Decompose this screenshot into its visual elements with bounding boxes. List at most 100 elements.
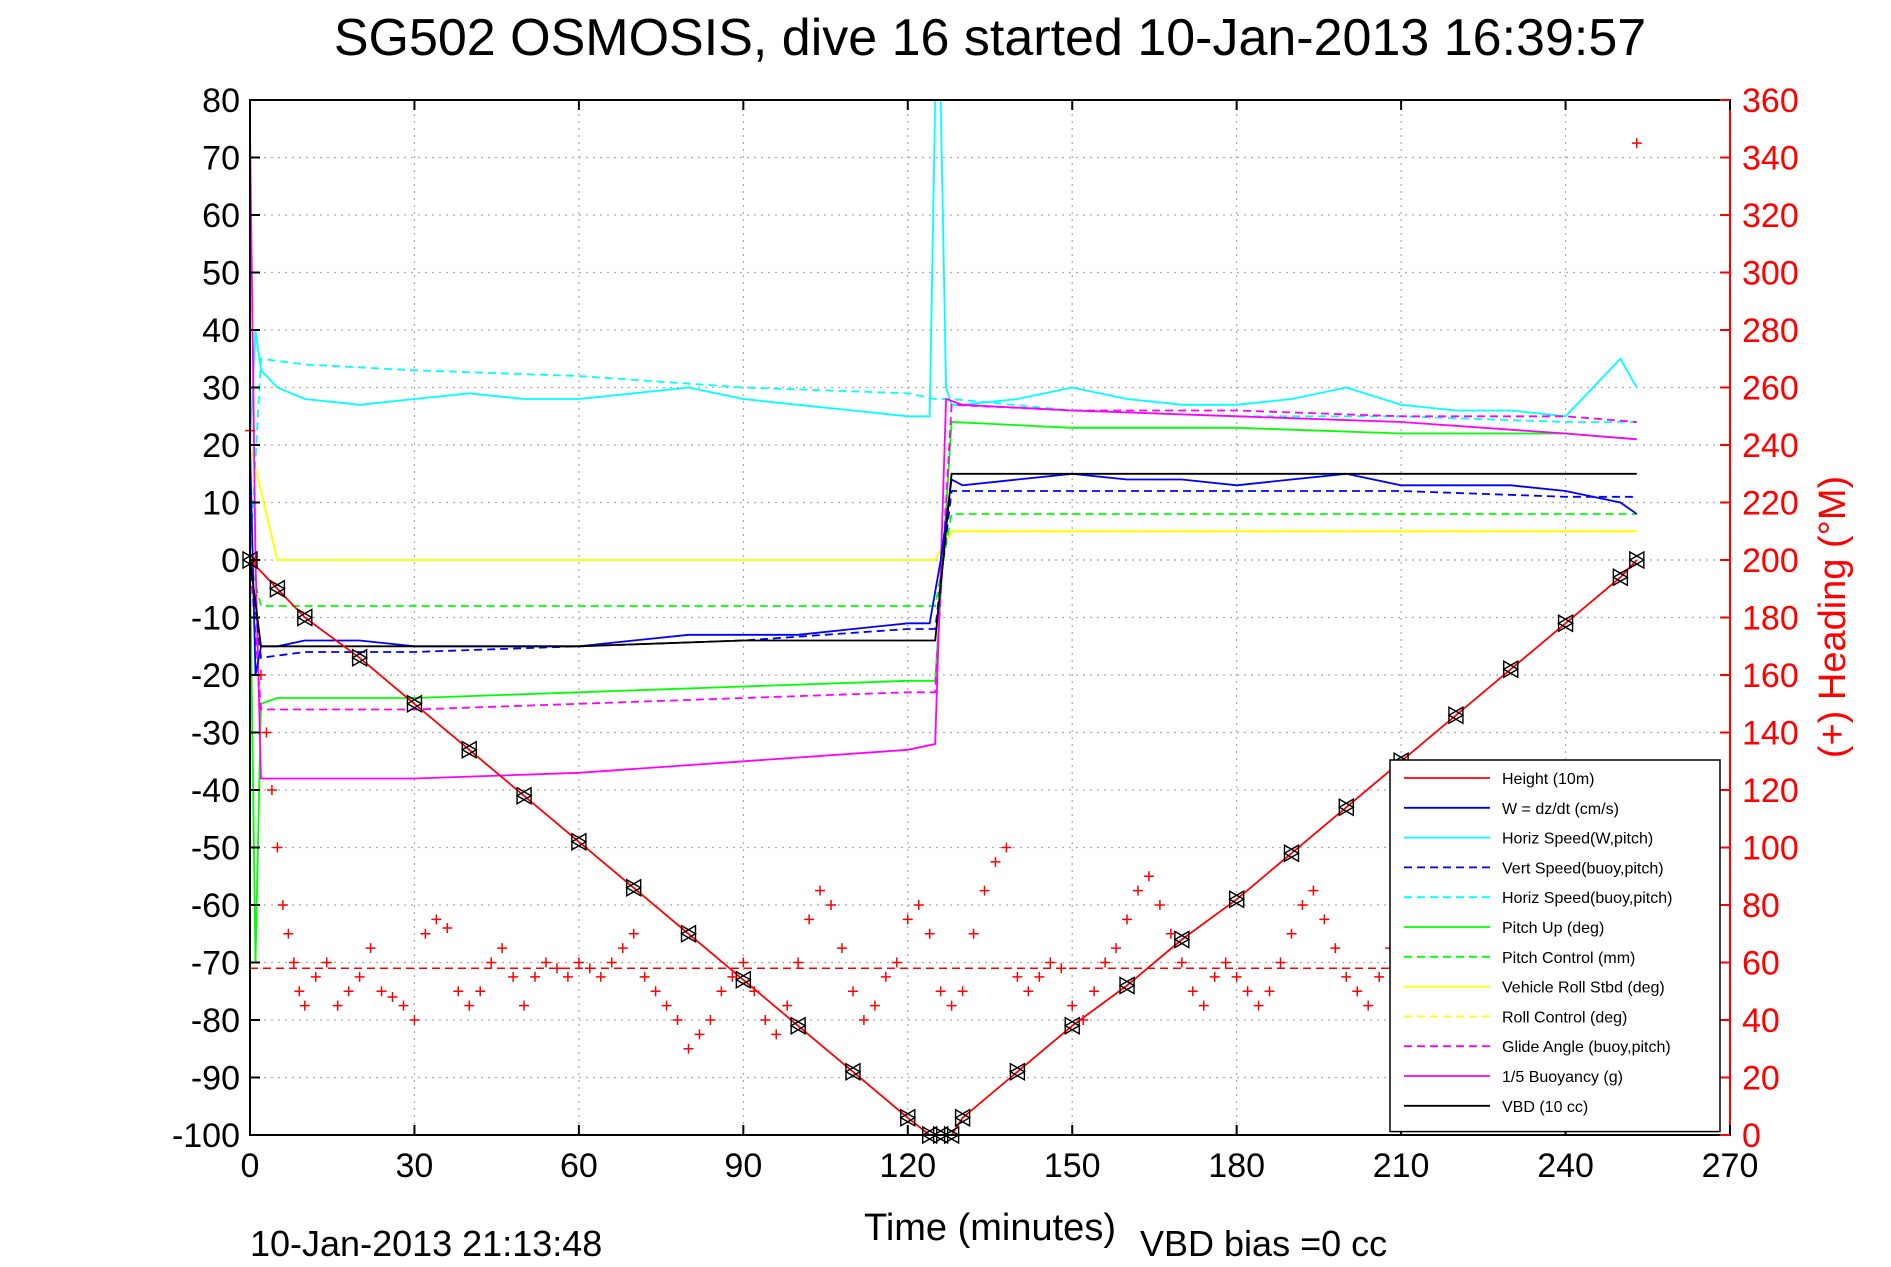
heading-point xyxy=(310,971,321,982)
height-marker xyxy=(515,786,532,805)
heading-point xyxy=(1330,943,1341,954)
heading-point xyxy=(727,971,738,982)
heading-point xyxy=(650,986,661,997)
heading-point xyxy=(683,1043,694,1054)
heading-point xyxy=(464,1000,475,1011)
height-marker xyxy=(1611,568,1629,587)
height-marker xyxy=(570,832,587,851)
heading-point xyxy=(946,1000,957,1011)
y-right-tick-label: 140 xyxy=(1742,715,1799,753)
heading-point xyxy=(376,986,387,997)
y-tick-label: 80 xyxy=(202,82,240,120)
series-group xyxy=(241,99,1646,1145)
heading-point xyxy=(957,986,968,997)
heading-point xyxy=(442,923,453,933)
heading-point xyxy=(1242,986,1253,997)
height-marker xyxy=(899,1108,916,1127)
heading-point xyxy=(1319,914,1330,925)
heading-point xyxy=(1264,986,1275,997)
height-marker xyxy=(268,579,286,598)
heading-point xyxy=(880,971,891,982)
series-line xyxy=(249,513,1637,607)
heading-point xyxy=(1352,986,1363,997)
heading-point xyxy=(793,957,804,968)
heading-point xyxy=(1165,928,1176,939)
heading-point xyxy=(497,943,508,954)
y-right-tick-label: 260 xyxy=(1742,370,1799,408)
y-right-tick-label: 160 xyxy=(1742,657,1799,695)
heading-point xyxy=(354,971,365,982)
heading-point xyxy=(519,1000,530,1011)
series-line xyxy=(249,444,1638,676)
heading-point xyxy=(1111,943,1122,954)
legend-entry: Horiz Speed(W,pitch) xyxy=(1502,831,1653,848)
y-right-tick-label: 280 xyxy=(1742,312,1799,350)
legend-box xyxy=(1389,759,1721,1133)
heading-point xyxy=(409,1015,420,1025)
heading-point xyxy=(1220,957,1231,968)
heading-point xyxy=(277,900,288,910)
y-tick-label: -100 xyxy=(172,1117,240,1155)
footer-timestamp: 10-Jan-2013 21:13:48 xyxy=(250,1223,602,1262)
heading-point xyxy=(595,971,606,982)
heading-point xyxy=(343,986,354,997)
y-tick-label: -60 xyxy=(191,887,240,925)
x-tick-label: 90 xyxy=(724,1147,762,1185)
heading-point xyxy=(1374,971,1385,982)
height-marker xyxy=(406,694,423,713)
heading-point xyxy=(420,928,431,939)
legend-entry: W = dz/dt (cm/s) xyxy=(1502,801,1619,818)
y-right-tick-label: 360 xyxy=(1742,82,1799,120)
heading-point xyxy=(299,1000,310,1011)
y-tick-label: -20 xyxy=(191,657,240,695)
heading-point xyxy=(617,943,628,954)
y-tick-label: 40 xyxy=(202,312,240,350)
heading-point xyxy=(771,1029,782,1040)
heading-point xyxy=(1209,971,1220,982)
x-tick-label: 60 xyxy=(560,1147,598,1185)
x-tick-label: 120 xyxy=(879,1147,936,1185)
heading-point xyxy=(365,943,376,954)
height-marker xyxy=(789,1016,806,1035)
heading-point xyxy=(847,986,858,997)
y-tick-label: -70 xyxy=(191,945,240,983)
height-marker xyxy=(1173,930,1190,949)
heading-point xyxy=(935,986,946,997)
y-tick-label: 30 xyxy=(202,370,240,408)
y-right-tick-label: 0 xyxy=(1742,1117,1761,1155)
heading-point xyxy=(826,900,837,910)
heading-point xyxy=(661,1000,672,1011)
chart-title: SG502 OSMOSIS, dive 16 started 10-Jan-20… xyxy=(334,9,1646,67)
heading-point xyxy=(1176,957,1187,968)
heading-point xyxy=(294,986,305,997)
legend-entry: Vehicle Roll Stbd (deg) xyxy=(1502,980,1665,997)
y-right-tick-label: 20 xyxy=(1742,1060,1780,1098)
heading-point xyxy=(453,986,464,997)
axis-ticks: 0 30 60 90 120 150 180 210 240 270 80 70 60 50 40 30 20 1… xyxy=(172,82,1799,1185)
heading-point xyxy=(431,914,442,925)
height-marker xyxy=(351,648,368,667)
x-tick-label: 150 xyxy=(1044,1147,1101,1185)
heading-point xyxy=(475,986,486,997)
heading-point xyxy=(283,928,294,939)
height-marker xyxy=(625,878,642,897)
height-marker xyxy=(1337,798,1354,817)
heading-point xyxy=(1122,914,1133,925)
heading-point xyxy=(1231,971,1242,982)
heading-point xyxy=(486,957,497,968)
series-line xyxy=(249,403,1637,711)
y-tick-label: 50 xyxy=(202,255,240,293)
y-tick-label: 60 xyxy=(202,197,240,235)
y-tick-label: -90 xyxy=(191,1060,240,1098)
y-tick-label: -50 xyxy=(191,830,240,868)
x-tick-label: 240 xyxy=(1537,1147,1594,1185)
height-marker xyxy=(1502,660,1519,679)
legend: Height (10m) W = dz/dt (cm/s) Horiz Speed(… xyxy=(1389,759,1721,1133)
height-marker xyxy=(460,740,477,759)
height-marker xyxy=(1063,1016,1080,1035)
heading-point xyxy=(1001,842,1012,853)
heading-point xyxy=(858,1015,869,1025)
series-line xyxy=(249,421,1637,963)
